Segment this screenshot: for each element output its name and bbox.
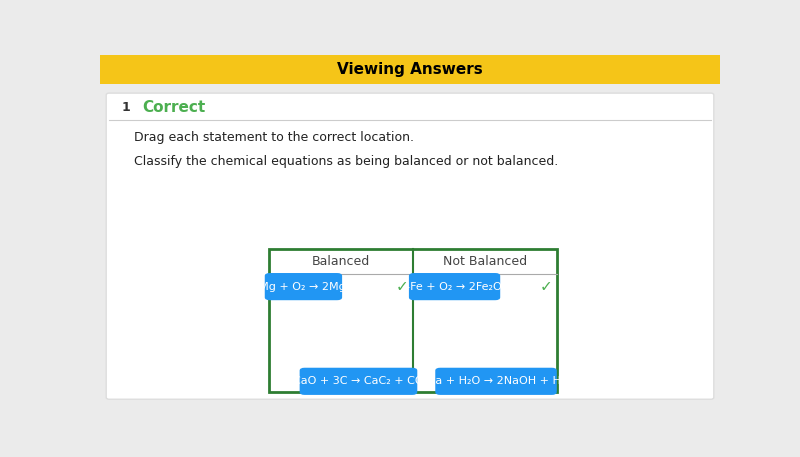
Text: Balanced: Balanced (312, 255, 370, 268)
FancyBboxPatch shape (106, 93, 714, 399)
FancyBboxPatch shape (100, 55, 720, 84)
FancyBboxPatch shape (300, 368, 418, 395)
Text: CaO + 3C → CaC₂ + CO: CaO + 3C → CaC₂ + CO (293, 376, 424, 386)
Text: Na + H₂O → 2NaOH + H₂: Na + H₂O → 2NaOH + H₂ (427, 376, 566, 386)
Text: 4Fe + O₂ → 2Fe₂O₃: 4Fe + O₂ → 2Fe₂O₃ (403, 282, 506, 292)
Text: 2Mg + O₂ → 2MgO: 2Mg + O₂ → 2MgO (252, 282, 354, 292)
Text: ✓: ✓ (540, 279, 553, 294)
FancyBboxPatch shape (409, 273, 500, 300)
Text: Classify the chemical equations as being balanced or not balanced.: Classify the chemical equations as being… (134, 154, 558, 168)
Text: Drag each statement to the correct location.: Drag each statement to the correct locat… (134, 132, 414, 144)
FancyBboxPatch shape (435, 368, 557, 395)
Text: Viewing Answers: Viewing Answers (337, 62, 483, 77)
FancyBboxPatch shape (269, 249, 558, 392)
Text: Correct: Correct (142, 100, 206, 115)
FancyBboxPatch shape (265, 273, 342, 300)
Text: Not Balanced: Not Balanced (443, 255, 527, 268)
Text: ✓: ✓ (396, 279, 409, 294)
Text: 1: 1 (122, 101, 130, 114)
